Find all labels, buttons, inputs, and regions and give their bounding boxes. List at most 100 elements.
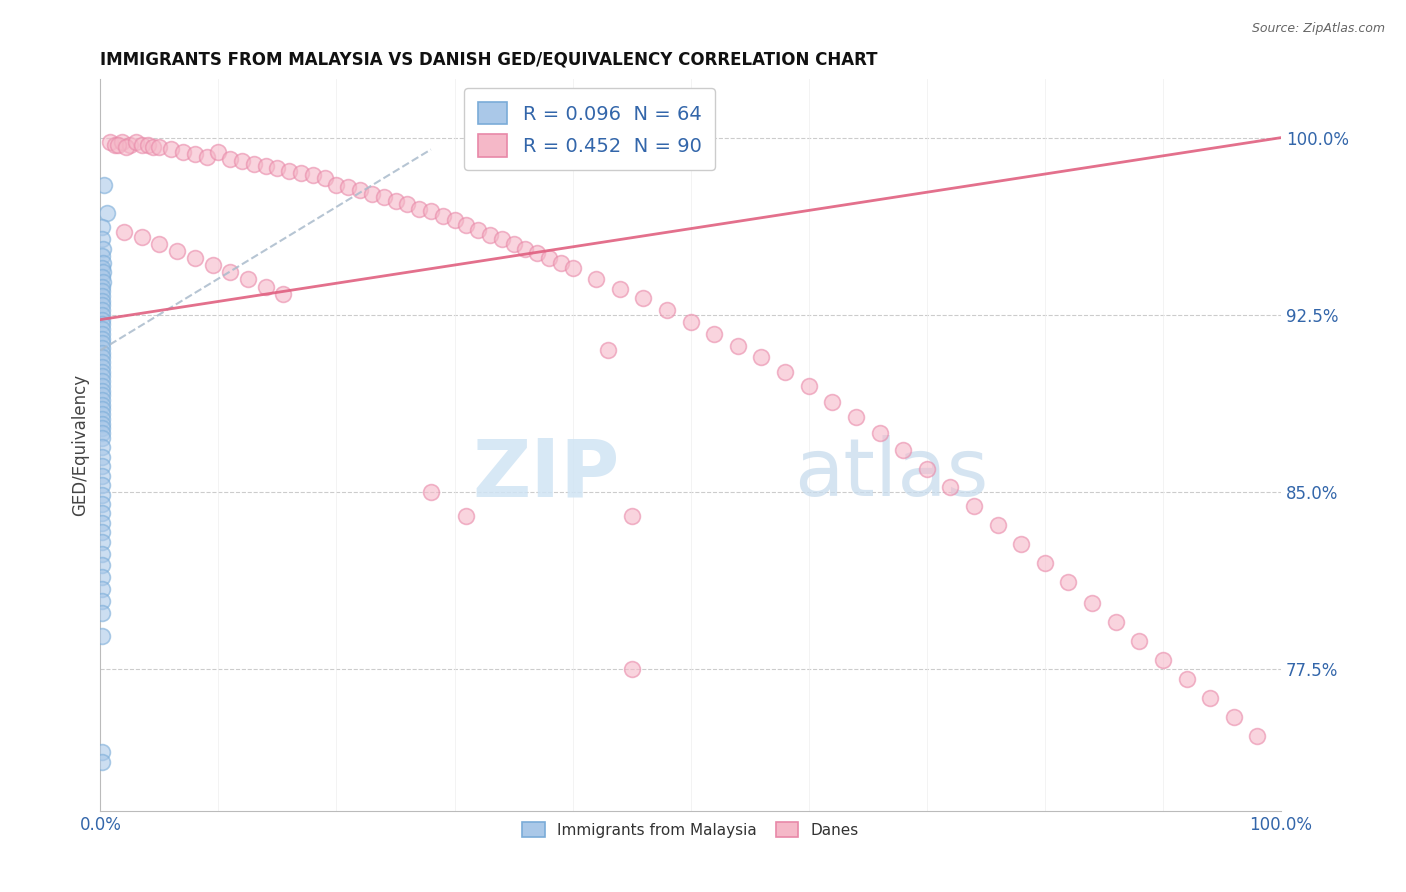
Point	[90, 398, 112, 412]
Point	[90, 359, 112, 374]
Point	[419, 485, 441, 500]
Point	[90, 220, 112, 235]
Point	[160, 143, 183, 157]
Point	[273, 286, 295, 301]
Point	[172, 145, 194, 159]
Point	[821, 395, 844, 409]
Point	[219, 265, 242, 279]
Point	[845, 409, 868, 424]
Point	[90, 594, 112, 608]
Point	[90, 355, 112, 369]
Point	[869, 425, 891, 440]
Point	[90, 525, 112, 540]
Point	[467, 223, 489, 237]
Point	[90, 547, 112, 561]
Point	[90, 425, 112, 440]
Point	[219, 152, 242, 166]
Point	[115, 140, 138, 154]
Point	[90, 345, 112, 359]
Point	[1010, 537, 1032, 551]
Point	[550, 256, 572, 270]
Point	[396, 197, 419, 211]
Point	[526, 246, 548, 260]
Point	[110, 136, 132, 150]
Point	[325, 178, 347, 192]
Point	[148, 140, 170, 154]
Point	[679, 315, 702, 329]
Point	[349, 183, 371, 197]
Point	[90, 279, 112, 293]
Point	[915, 461, 938, 475]
Point	[456, 218, 478, 232]
Point	[290, 166, 312, 180]
Point	[561, 260, 583, 275]
Point	[90, 289, 112, 303]
Point	[236, 272, 259, 286]
Point	[419, 203, 441, 218]
Point	[90, 606, 112, 620]
Point	[90, 478, 112, 492]
Point	[90, 459, 112, 474]
Point	[1199, 690, 1222, 705]
Point	[90, 755, 112, 769]
Point	[90, 303, 112, 318]
Point	[148, 237, 170, 252]
Text: IMMIGRANTS FROM MALAYSIA VS DANISH GED/EQUIVALENCY CORRELATION CHART: IMMIGRANTS FROM MALAYSIA VS DANISH GED/E…	[100, 51, 877, 69]
Point	[90, 497, 112, 511]
Point	[266, 161, 288, 176]
Point	[773, 365, 796, 379]
Point	[207, 145, 229, 159]
Point	[184, 147, 207, 161]
Point	[361, 187, 384, 202]
Point	[1128, 634, 1150, 648]
Point	[1057, 574, 1080, 589]
Point	[1152, 653, 1174, 667]
Point	[90, 336, 112, 351]
Point	[201, 258, 224, 272]
Point	[90, 745, 112, 759]
Point	[90, 260, 112, 275]
Point	[609, 282, 631, 296]
Point	[797, 379, 820, 393]
Point	[90, 341, 112, 355]
Point	[90, 516, 112, 530]
Point	[118, 137, 141, 152]
Point	[90, 384, 112, 398]
Point	[1222, 709, 1244, 723]
Point	[90, 570, 112, 584]
Point	[90, 369, 112, 384]
Point	[90, 487, 112, 501]
Point	[90, 379, 112, 393]
Point	[443, 213, 465, 227]
Point	[90, 421, 112, 435]
Point	[751, 351, 773, 365]
Point	[90, 293, 112, 308]
Point	[98, 136, 121, 150]
Point	[254, 159, 277, 173]
Point	[891, 442, 914, 457]
Point	[1033, 556, 1056, 570]
Point	[91, 242, 114, 256]
Point	[963, 500, 986, 514]
Point	[515, 242, 537, 256]
Point	[90, 468, 112, 483]
Point	[90, 534, 112, 549]
Point	[90, 431, 112, 445]
Point	[537, 251, 560, 265]
Point	[456, 508, 478, 523]
Point	[1175, 672, 1198, 686]
Point	[703, 326, 725, 341]
Point	[90, 332, 112, 346]
Point	[408, 202, 430, 216]
Point	[432, 209, 454, 223]
Point	[90, 388, 112, 402]
Point	[633, 291, 655, 305]
Point	[337, 180, 360, 194]
Point	[278, 163, 301, 178]
Point	[373, 190, 395, 204]
Point	[90, 285, 112, 299]
Text: Source: ZipAtlas.com: Source: ZipAtlas.com	[1251, 22, 1385, 36]
Point	[620, 508, 643, 523]
Point	[502, 237, 524, 252]
Point	[939, 480, 962, 494]
